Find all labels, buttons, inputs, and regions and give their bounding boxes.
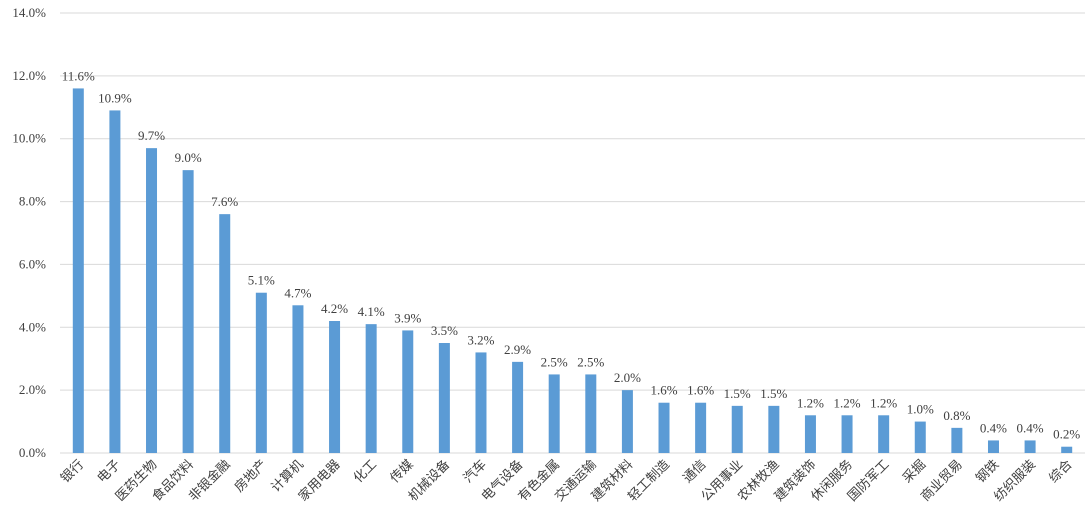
value-label: 2.9% xyxy=(504,342,531,357)
bar xyxy=(695,402,707,453)
bar xyxy=(512,361,524,453)
bar xyxy=(658,402,670,453)
value-label: 1.6% xyxy=(687,383,714,398)
x-tick-label: 钢铁 xyxy=(973,457,1002,486)
bar xyxy=(804,415,816,453)
value-label: 0.4% xyxy=(1017,420,1044,435)
bar xyxy=(182,170,194,453)
value-label: 2.5% xyxy=(541,354,568,369)
value-label: 0.4% xyxy=(980,420,1007,435)
x-tick-label: 传媒 xyxy=(387,457,416,486)
bar xyxy=(72,88,84,453)
bar xyxy=(292,305,304,453)
bar xyxy=(1061,446,1073,453)
value-label: 1.6% xyxy=(650,383,677,398)
value-label: 2.5% xyxy=(577,354,604,369)
y-tick-label: 14.0% xyxy=(12,5,46,20)
x-tick-label: 银行 xyxy=(57,457,86,486)
y-tick-label: 12.0% xyxy=(12,68,46,83)
value-label: 1.2% xyxy=(870,395,897,410)
y-tick-label: 8.0% xyxy=(19,194,46,209)
bar xyxy=(987,440,999,453)
value-label: 2.0% xyxy=(614,370,641,385)
value-label: 1.5% xyxy=(760,386,787,401)
y-tick-label: 0.0% xyxy=(19,445,46,460)
value-label: 3.2% xyxy=(467,332,494,347)
bar xyxy=(109,110,121,453)
bar xyxy=(1024,440,1036,453)
value-label: 3.9% xyxy=(394,310,421,325)
bar xyxy=(585,374,597,453)
bar xyxy=(438,343,450,453)
x-tick-label: 房地产 xyxy=(231,457,269,495)
value-label: 11.6% xyxy=(62,68,95,83)
bar xyxy=(365,324,377,453)
value-label: 4.7% xyxy=(284,285,311,300)
value-label: 9.0% xyxy=(175,150,202,165)
y-tick-label: 4.0% xyxy=(19,319,46,334)
bar xyxy=(914,421,926,453)
bar xyxy=(951,427,963,453)
bar xyxy=(329,321,341,453)
bar xyxy=(402,330,414,453)
x-tick-label: 化工 xyxy=(350,457,379,486)
bar xyxy=(768,405,780,453)
bar xyxy=(255,292,267,453)
value-label: 0.8% xyxy=(943,408,970,423)
y-tick-label: 2.0% xyxy=(19,382,46,397)
bar xyxy=(841,415,853,453)
bar xyxy=(475,352,487,453)
value-label: 3.5% xyxy=(431,323,458,338)
value-label: 4.1% xyxy=(358,304,385,319)
value-label: 4.2% xyxy=(321,301,348,316)
value-label: 7.6% xyxy=(211,194,238,209)
value-label: 1.2% xyxy=(834,395,861,410)
value-label: 0.2% xyxy=(1053,427,1080,442)
bar xyxy=(621,390,633,453)
bar xyxy=(731,405,743,453)
x-tick-label: 采掘 xyxy=(899,457,928,486)
y-tick-label: 10.0% xyxy=(12,131,46,146)
value-label: 10.9% xyxy=(98,90,132,105)
bar xyxy=(146,148,158,453)
y-tick-label: 6.0% xyxy=(19,256,46,271)
x-tick-label: 通信 xyxy=(680,457,709,486)
value-label: 5.1% xyxy=(248,273,275,288)
x-tick-label: 汽车 xyxy=(460,457,489,486)
value-label: 1.5% xyxy=(724,386,751,401)
value-label: 9.7% xyxy=(138,128,165,143)
value-label: 1.2% xyxy=(797,395,824,410)
bar xyxy=(878,415,890,453)
x-tick-label: 电子 xyxy=(94,457,123,486)
value-label: 1.0% xyxy=(907,402,934,417)
bar xyxy=(219,214,231,453)
bar xyxy=(548,374,560,453)
x-tick-label: 综合 xyxy=(1046,457,1075,486)
